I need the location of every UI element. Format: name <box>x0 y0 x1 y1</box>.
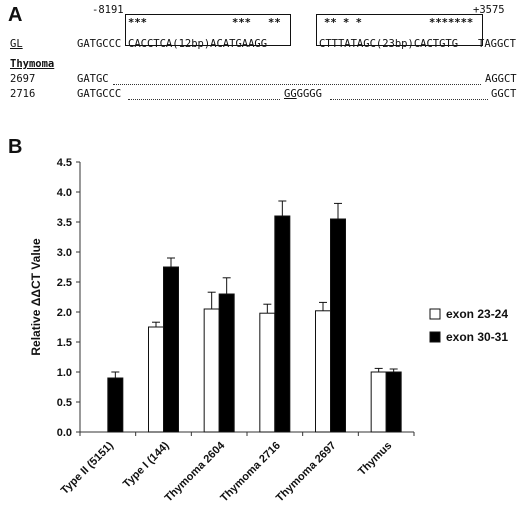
gl-box2-seq: CTTTATAGC(23bp)CACTGTG <box>319 38 459 50</box>
y-tick-label: 1.5 <box>57 337 72 349</box>
stars-left: *** <box>128 17 147 29</box>
legend-swatch <box>429 308 441 320</box>
bar <box>274 215 291 433</box>
x-category-label: Thymoma 2604 <box>163 439 228 504</box>
row-2716-id: 2716 <box>10 88 36 100</box>
y-tick-label: 0.0 <box>57 427 72 439</box>
bar <box>203 308 220 433</box>
y-tick-label: 3.0 <box>57 247 72 259</box>
gl-box1-seq: CACCTCA(12bp)ACATGAAGG <box>128 38 268 50</box>
bar <box>385 371 402 433</box>
panel-b-label: B <box>8 136 23 158</box>
row-2697-id: 2697 <box>10 73 36 85</box>
stars-right2: ******* <box>429 17 474 29</box>
thymoma-label: Thymoma <box>10 58 55 70</box>
bar-chart: 0.0 0.5 1.0 1.5 2.0 2.5 3.0 3.5 4.0 4.5 Relative Δ… <box>29 157 508 505</box>
stars-mid1: *** <box>232 17 251 29</box>
y-tick-label: 4.0 <box>57 187 72 199</box>
row-2716-deletion-right <box>330 99 488 100</box>
gl-seq-right: TAGGCT <box>478 38 516 50</box>
position-left: -8191 <box>92 4 124 16</box>
bar <box>148 326 164 433</box>
y-tick-label: 1.0 <box>57 367 72 379</box>
row-2716-insert-rest: GGGG <box>296 88 322 100</box>
x-category-label: Type I (144) <box>121 439 172 490</box>
x-category-label: Thymoma 2697 <box>274 440 339 505</box>
gl-label: GL <box>10 38 23 50</box>
y-tick-label: 0.5 <box>57 397 72 409</box>
bar <box>107 377 124 433</box>
row-2716-insert: GGGGGG <box>284 88 322 100</box>
y-tick-label: 2.0 <box>57 307 72 319</box>
stars-right1: ** * * <box>324 17 362 29</box>
stars-mid2: ** <box>268 17 281 29</box>
chart-legend: exon 23-24 exon 30-31 <box>429 307 508 344</box>
row-2697-end: AGGCT <box>485 73 517 85</box>
bar <box>259 312 276 433</box>
legend-label: exon 23-24 <box>446 307 508 321</box>
sequence-box-23bp <box>316 14 483 46</box>
x-category-label: Type II (5151) <box>59 439 116 496</box>
row-2697-start: GATGC <box>77 73 109 85</box>
bar <box>330 218 346 433</box>
panel-a-label: A <box>8 4 23 26</box>
position-right: +3575 <box>473 4 505 16</box>
x-category-label: Thymus <box>356 440 394 478</box>
y-tick-label: 3.5 <box>57 217 72 229</box>
y-tick-label: 2.5 <box>57 277 72 289</box>
legend-swatch <box>429 331 441 343</box>
chart-bars <box>107 200 402 433</box>
sequence-box-12bp <box>125 14 291 46</box>
row-2716-deletion-left <box>128 99 280 100</box>
row-2716-insert-underlined: GG <box>284 88 297 100</box>
bar <box>163 266 179 433</box>
gl-seq-left: GATGCCC <box>77 38 122 50</box>
bar <box>218 293 235 433</box>
y-tick-label: 4.5 <box>57 157 72 169</box>
y-axis-label: Relative ΔΔCT Value <box>29 238 43 356</box>
x-category-label: Thymoma 2716 <box>218 440 283 505</box>
row-2716-start: GATGCCC <box>77 88 122 100</box>
row-2697-deletion <box>113 84 481 85</box>
bar <box>315 310 331 433</box>
chart-axes <box>76 161 415 436</box>
bar <box>370 371 387 433</box>
row-2716-end: GGCT <box>491 88 517 100</box>
legend-label: exon 30-31 <box>446 330 508 344</box>
